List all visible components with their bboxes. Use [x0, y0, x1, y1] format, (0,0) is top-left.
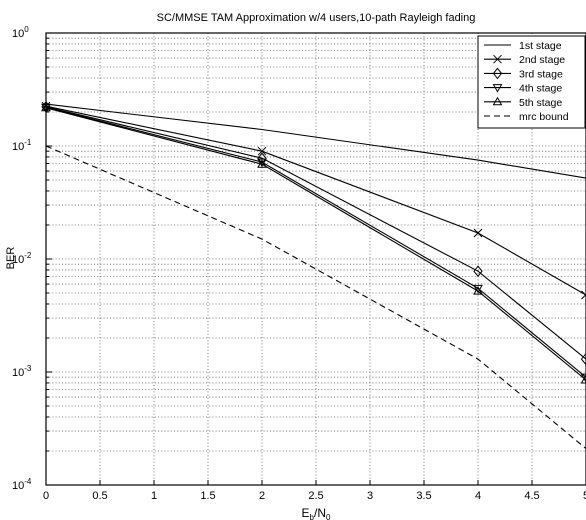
legend: 1st stage 2nd stage 3rd stage 4th stage 5th … — [478, 36, 585, 128]
series-line — [46, 146, 586, 449]
y-tick-label: 10-4 — [12, 477, 32, 492]
x-tick-label: 3.5 — [416, 490, 431, 502]
legend-label: mrc bound — [519, 111, 569, 123]
legend-label: 5th stage — [519, 97, 562, 109]
legend-label: 4th stage — [519, 83, 562, 95]
chart-title: SC/MMSE TAM Approximation w/4 users,10-p… — [157, 12, 476, 24]
y-tick-label: 10-3 — [12, 364, 32, 379]
x-tick-label: 1.5 — [200, 490, 215, 502]
legend-label: 1st stage — [519, 40, 562, 52]
series-line — [46, 107, 586, 377]
y-axis-label: BER — [5, 247, 17, 270]
legend-label: 2nd stage — [519, 54, 565, 66]
x-tick-label: 0 — [43, 490, 49, 502]
series-layer — [42, 102, 586, 449]
x-tick-label: 4 — [475, 490, 481, 502]
y-tick-label: 100 — [12, 25, 29, 40]
x-tick-label: 2 — [259, 490, 265, 502]
x-tick-label: 1 — [151, 490, 157, 502]
x-tick-label: 2.5 — [308, 490, 323, 502]
x-tick-label: 4.5 — [524, 490, 539, 502]
x-marker — [582, 291, 586, 299]
x-marker — [474, 229, 482, 237]
x-tick-label: 0.5 — [92, 490, 107, 502]
legend-label: 3rd stage — [519, 68, 563, 80]
x-tick-label: 3 — [367, 490, 373, 502]
y-tick-label: 10-1 — [12, 138, 32, 153]
x-axis-label: Eb/N0 — [302, 506, 331, 520]
